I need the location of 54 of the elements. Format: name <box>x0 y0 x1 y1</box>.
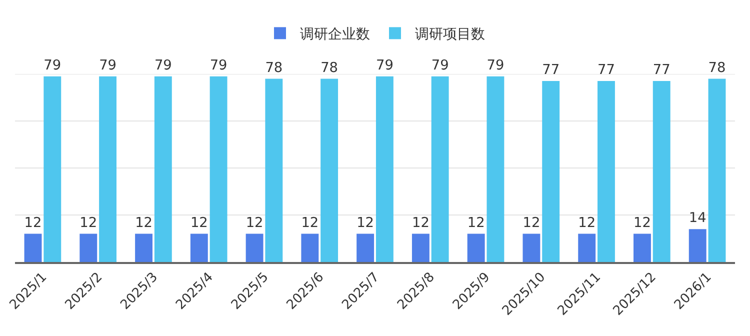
data-label: 12 <box>80 214 98 231</box>
bar <box>356 234 374 262</box>
data-label: 77 <box>542 62 560 78</box>
bar <box>320 78 338 262</box>
data-label: 12 <box>246 214 264 231</box>
data-label: 12 <box>301 214 319 231</box>
data-label: 12 <box>578 214 596 231</box>
bar <box>301 234 319 262</box>
bar <box>80 234 98 262</box>
bar <box>412 234 430 262</box>
bar <box>246 234 264 262</box>
data-label: 77 <box>652 62 670 78</box>
data-label: 12 <box>412 214 430 231</box>
bar <box>265 78 283 262</box>
bar <box>135 234 152 262</box>
bar <box>522 234 540 262</box>
data-label: 77 <box>598 62 615 78</box>
data-label: 79 <box>210 57 228 74</box>
bar <box>99 76 116 262</box>
data-label: 79 <box>99 57 116 74</box>
data-label: 78 <box>708 60 726 76</box>
data-label: 12 <box>24 214 42 231</box>
legend-label: 调研企业数 <box>300 26 370 43</box>
data-label: 12 <box>522 214 540 231</box>
bar <box>688 229 706 262</box>
bar <box>376 76 394 262</box>
data-label: 12 <box>356 214 374 231</box>
data-label: 12 <box>467 214 485 231</box>
data-label: 79 <box>154 57 172 74</box>
data-label: 79 <box>431 57 449 74</box>
bar <box>24 234 42 262</box>
data-label: 78 <box>265 60 283 76</box>
bar <box>154 76 172 262</box>
legend-label: 调研项目数 <box>415 26 485 43</box>
data-label: 12 <box>190 214 208 231</box>
data-label: 78 <box>320 60 338 76</box>
bar <box>708 78 726 262</box>
data-label: 79 <box>486 57 504 74</box>
bar <box>210 76 228 262</box>
bar <box>190 234 208 262</box>
data-label: 79 <box>44 57 62 74</box>
data-label: 14 <box>688 210 706 226</box>
bar <box>542 81 560 262</box>
data-label: 12 <box>634 214 651 231</box>
bar <box>652 81 670 262</box>
bar <box>634 234 651 262</box>
data-label: 79 <box>376 57 394 74</box>
data-label: 12 <box>135 214 152 231</box>
bar <box>598 81 615 262</box>
bar <box>44 76 62 262</box>
bar <box>578 234 596 262</box>
bar <box>431 76 449 262</box>
bar <box>486 76 504 262</box>
bar <box>467 234 485 262</box>
